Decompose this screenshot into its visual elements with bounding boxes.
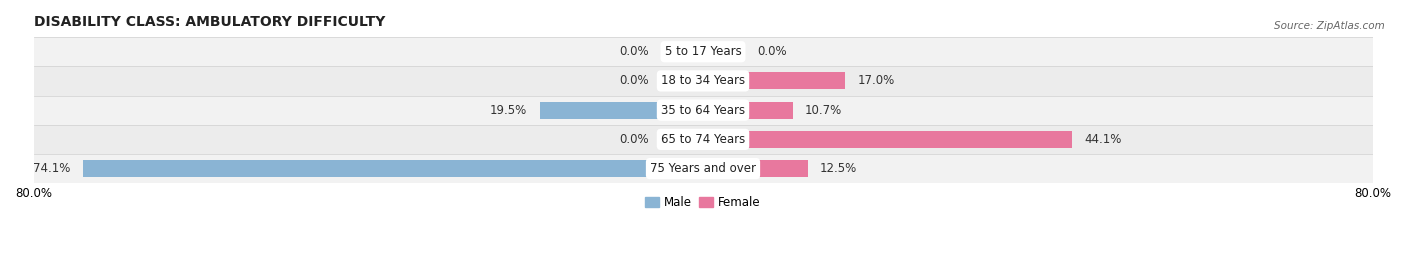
Text: 75 Years and over: 75 Years and over (650, 162, 756, 175)
Text: Source: ZipAtlas.com: Source: ZipAtlas.com (1274, 21, 1385, 31)
Bar (34, 154, 1372, 183)
Bar (661, 131, 703, 148)
Text: 17.0%: 17.0% (858, 75, 896, 87)
Text: 0.0%: 0.0% (619, 133, 648, 146)
Text: 18 to 34 Years: 18 to 34 Years (661, 75, 745, 87)
Bar (34, 37, 1372, 66)
Text: 44.1%: 44.1% (1084, 133, 1122, 146)
Bar (703, 160, 807, 177)
Bar (661, 43, 703, 60)
Text: DISABILITY CLASS: AMBULATORY DIFFICULTY: DISABILITY CLASS: AMBULATORY DIFFICULTY (34, 15, 385, 29)
Bar (34, 96, 1372, 125)
Text: 0.0%: 0.0% (619, 75, 648, 87)
Text: 12.5%: 12.5% (820, 162, 858, 175)
Legend: Male, Female: Male, Female (641, 191, 765, 214)
Bar (661, 72, 703, 90)
Text: 35 to 64 Years: 35 to 64 Years (661, 104, 745, 117)
Bar (703, 102, 793, 119)
Bar (34, 125, 1372, 154)
Bar (703, 131, 1071, 148)
Bar (83, 160, 703, 177)
Bar (703, 72, 845, 90)
Bar (34, 66, 1372, 96)
Text: 10.7%: 10.7% (806, 104, 842, 117)
Bar (703, 43, 745, 60)
Text: 0.0%: 0.0% (619, 45, 648, 58)
Bar (540, 102, 703, 119)
Text: 0.0%: 0.0% (758, 45, 787, 58)
Text: 5 to 17 Years: 5 to 17 Years (665, 45, 741, 58)
Text: 74.1%: 74.1% (32, 162, 70, 175)
Text: 19.5%: 19.5% (491, 104, 527, 117)
Text: 65 to 74 Years: 65 to 74 Years (661, 133, 745, 146)
